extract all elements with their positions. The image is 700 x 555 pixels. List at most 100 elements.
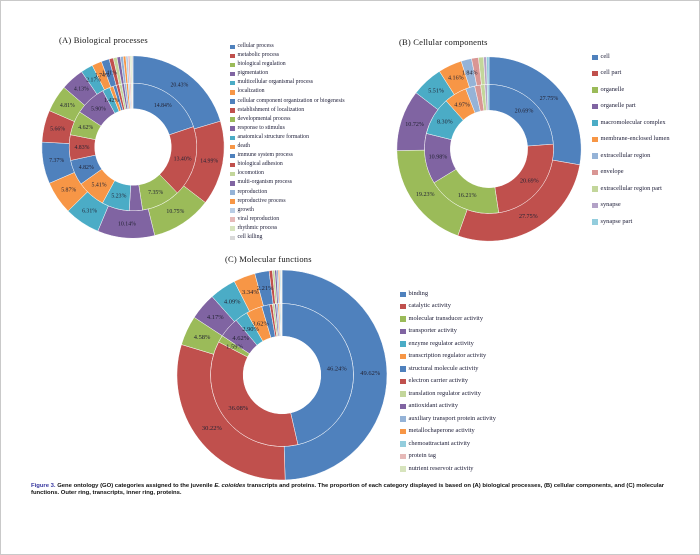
legend-swatch bbox=[592, 169, 598, 176]
percent-label: 4.82% bbox=[79, 165, 94, 171]
percent-label: 36.08% bbox=[228, 405, 249, 412]
donut-chart-biological-processes: 20.43% 14.99% 10.75% 10.14% 6.31% 5.87% 7.37% 5… bbox=[41, 55, 225, 239]
legend-label: transporter activity bbox=[408, 327, 457, 335]
legend-swatch bbox=[592, 136, 598, 143]
legend-swatch bbox=[230, 226, 235, 231]
legend-item: rhythmic process bbox=[230, 225, 380, 232]
percent-label: 4.17% bbox=[207, 314, 224, 321]
legend-swatch bbox=[230, 217, 235, 222]
legend-item: organelle part bbox=[592, 102, 699, 110]
percent-label: 8.30% bbox=[437, 120, 453, 126]
legend-swatch bbox=[230, 190, 235, 195]
legend-label: localization bbox=[237, 88, 265, 95]
legend-item: nutrient reservoir activity bbox=[400, 465, 552, 473]
legend-item: immune system process bbox=[230, 152, 380, 159]
figure-caption: Figure 3. Gene ontology (GO) categories … bbox=[31, 483, 689, 498]
legend-swatch bbox=[230, 90, 235, 95]
legend-swatch bbox=[230, 62, 235, 68]
legend-label: reproduction bbox=[237, 188, 268, 195]
legend-item: cell killing bbox=[230, 233, 380, 241]
legend-swatch bbox=[400, 366, 406, 372]
legend-label: extracellular region bbox=[600, 151, 651, 159]
legend-label: chemoattractant activity bbox=[408, 439, 471, 447]
legend-label: structural molecule activity bbox=[408, 364, 479, 372]
legend-item: multi-organism process bbox=[230, 180, 380, 186]
legend-item: extracellular region part bbox=[592, 185, 699, 193]
percent-label: 5.90% bbox=[91, 107, 106, 113]
legend-label: establishment of localization bbox=[237, 106, 305, 113]
legend-cellular-components: cell cell part organelle organelle part macr… bbox=[592, 53, 699, 235]
panel-c-title: (C) Molecular functions bbox=[225, 254, 312, 264]
percent-label: 14.84% bbox=[154, 103, 172, 109]
percent-label: 1.41% bbox=[102, 71, 117, 77]
percent-label: 1.84% bbox=[462, 70, 478, 76]
legend-item: protein tag bbox=[400, 453, 552, 460]
legend-label: envelope bbox=[600, 168, 624, 176]
legend-swatch bbox=[230, 99, 235, 104]
legend-item: cell bbox=[592, 53, 699, 61]
legend-label: macromolecular complex bbox=[600, 118, 666, 126]
legend-item: catalytic activity bbox=[400, 303, 552, 310]
percent-label: 20.69% bbox=[515, 109, 534, 115]
percent-label: 10.75% bbox=[166, 209, 184, 215]
percent-label: 4.62% bbox=[78, 125, 93, 131]
percent-label: 3.62% bbox=[252, 321, 269, 328]
donut-slice bbox=[131, 55, 134, 84]
figure-caption-text-1: Gene ontology (GO) categories assigned t… bbox=[55, 483, 215, 489]
legend-label: metallochaperone activity bbox=[408, 427, 475, 435]
legend-item: developmental process bbox=[230, 115, 380, 123]
donut-slice bbox=[281, 269, 283, 304]
legend-item: biological adhesion bbox=[230, 161, 380, 168]
legend-item: auxiliary transport protein activity bbox=[400, 415, 552, 423]
legend-item: electron carrier activity bbox=[400, 378, 552, 385]
legend-swatch bbox=[400, 353, 406, 360]
percent-label: 5.66% bbox=[50, 127, 65, 133]
percent-label: 2.90% bbox=[242, 326, 259, 333]
legend-biological-processes: cellular process metabolic process biologi… bbox=[230, 43, 380, 244]
legend-label: organelle part bbox=[600, 102, 636, 110]
legend-item: pigmentation bbox=[230, 70, 380, 77]
legend-swatch bbox=[400, 391, 406, 397]
legend-label: cell part bbox=[600, 69, 622, 77]
legend-item: cellular component organization or bioge… bbox=[230, 98, 380, 105]
legend-item: antioxidant activity bbox=[400, 403, 552, 410]
legend-label: cellular process bbox=[237, 43, 274, 49]
legend-swatch bbox=[230, 117, 235, 122]
percent-label: 6.31% bbox=[82, 209, 97, 215]
legend-label: response to stimulus bbox=[237, 124, 285, 131]
legend-swatch bbox=[230, 199, 235, 204]
legend-item: cell part bbox=[592, 69, 699, 77]
legend-item: metabolic process bbox=[230, 52, 380, 59]
legend-swatch bbox=[592, 202, 598, 209]
donut-slice bbox=[281, 303, 354, 445]
legend-label: developmental process bbox=[237, 115, 291, 122]
donut-slice bbox=[131, 82, 134, 109]
legend-item: reproductive process bbox=[230, 198, 380, 205]
legend-label: growth bbox=[237, 206, 254, 213]
legend-swatch bbox=[230, 53, 235, 59]
legend-item: response to stimulus bbox=[230, 124, 380, 132]
legend-item: macromolecular complex bbox=[592, 118, 699, 127]
legend-item: enzyme regulator activity bbox=[400, 340, 552, 348]
legend-item: biological regulation bbox=[230, 61, 380, 68]
legend-label: multicellular organismal process bbox=[237, 79, 314, 86]
legend-swatch bbox=[230, 171, 235, 177]
legend-label: membrane-enclosed lumen bbox=[600, 135, 670, 143]
legend-swatch bbox=[592, 153, 598, 159]
legend-item: structural molecule activity bbox=[400, 364, 552, 373]
percent-label: 27.75% bbox=[540, 96, 559, 102]
percent-label: 1.42% bbox=[104, 98, 119, 104]
legend-item: viral reproduction bbox=[230, 216, 380, 223]
legend-swatch bbox=[230, 80, 235, 86]
percent-label: 2.17% bbox=[86, 77, 101, 83]
legend-label: cell killing bbox=[237, 233, 263, 240]
legend-item: establishment of localization bbox=[230, 106, 380, 114]
percent-label: 5.51% bbox=[428, 89, 444, 95]
percent-label: 5.41% bbox=[92, 182, 107, 188]
percent-label: 10.72% bbox=[405, 122, 424, 128]
percent-label: 30.22% bbox=[202, 425, 223, 432]
legend-label: organelle bbox=[600, 85, 625, 93]
donut-chart-molecular-functions: 49.62% 30.22% 4.58% 4.17% 4.09%3.34%2.21% 46.… bbox=[176, 269, 388, 481]
legend-swatch bbox=[592, 87, 598, 93]
